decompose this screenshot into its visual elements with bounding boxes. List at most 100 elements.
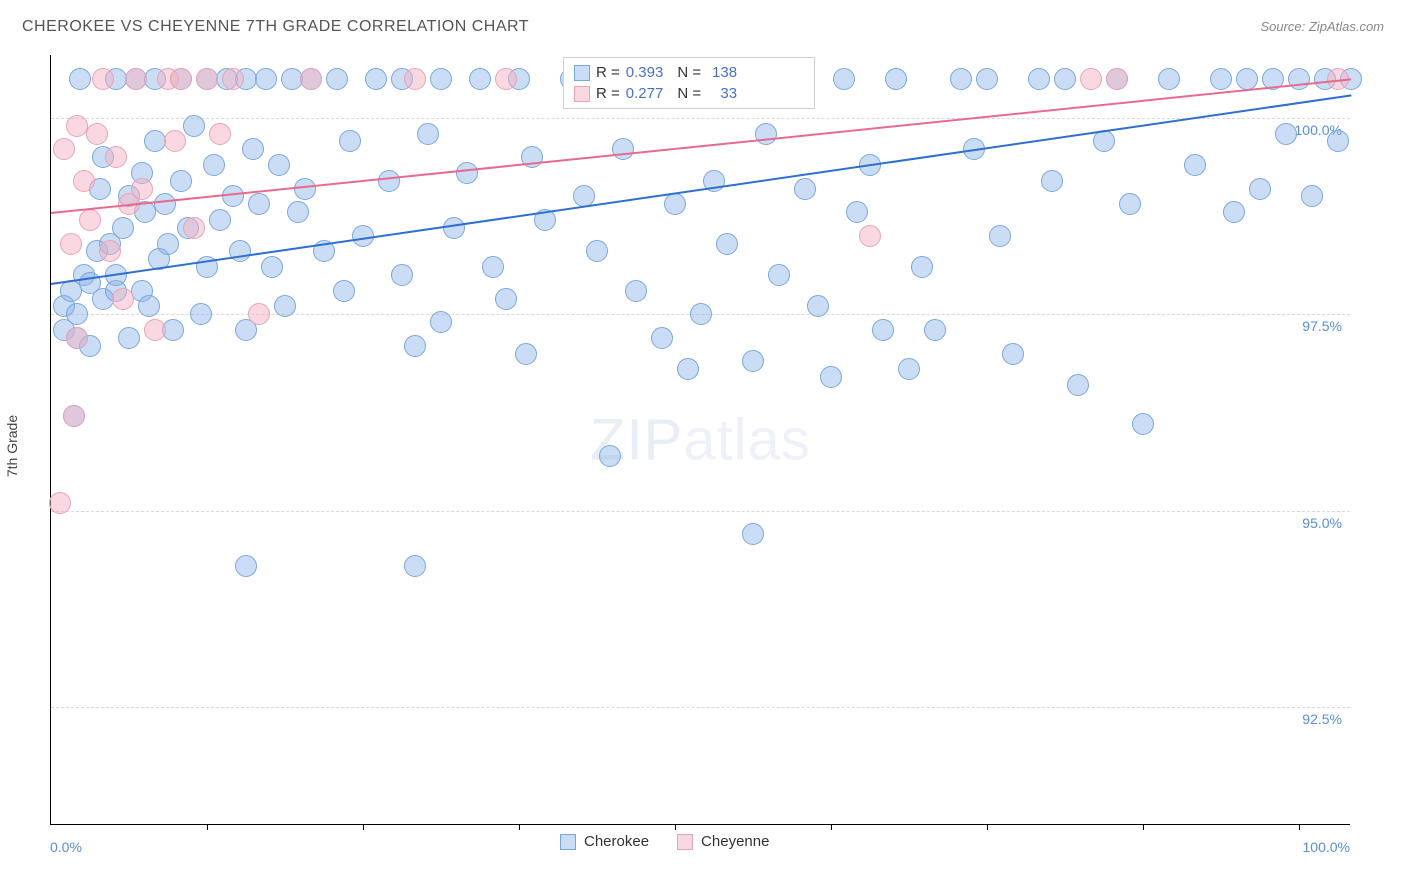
data-point [235,555,257,577]
x-axis-min-label: 0.0% [50,839,82,855]
source-label: Source: ZipAtlas.com [1260,19,1384,34]
data-point [495,68,517,90]
data-point [989,225,1011,247]
data-point [885,68,907,90]
stat-n-value: 138 [707,64,737,81]
data-point [125,68,147,90]
data-point [742,350,764,372]
y-axis-label: 7th Grade [4,415,20,477]
data-point [261,256,283,278]
plot-container: ZIPatlas 100.0%97.5%95.0%92.5%R =0.393N … [50,55,1350,825]
stat-label: R = [596,85,620,102]
data-point [378,170,400,192]
stat-n-value: 33 [707,85,737,102]
data-point [105,146,127,168]
x-tick [675,824,676,830]
data-point [183,217,205,239]
data-point [1275,123,1297,145]
data-point [417,123,439,145]
gridline [51,707,1350,708]
chart-title: CHEROKEE VS CHEYENNE 7TH GRADE CORRELATI… [22,18,529,36]
data-point [443,217,465,239]
data-point [495,288,517,310]
data-point [287,201,309,223]
data-point [924,319,946,341]
data-point [430,311,452,333]
data-point [456,162,478,184]
data-point [69,68,91,90]
data-point [625,280,647,302]
legend-swatch [574,86,590,102]
data-point [60,233,82,255]
data-point [86,123,108,145]
legend-swatch [677,834,693,850]
y-tick-label: 95.0% [1302,515,1342,531]
data-point [242,138,264,160]
data-point [248,303,270,325]
x-tick [1143,824,1144,830]
data-point [164,130,186,152]
data-point [157,233,179,255]
data-point [482,256,504,278]
plot-area: ZIPatlas 100.0%97.5%95.0%92.5%R =0.393N … [50,55,1350,825]
data-point [79,209,101,231]
trend-line [51,94,1351,285]
data-point [1119,193,1141,215]
data-point [170,170,192,192]
legend-label: Cherokee [584,833,649,850]
gridline [51,118,1350,119]
legend-item: Cheyenne [677,833,769,850]
data-point [66,327,88,349]
data-point [222,185,244,207]
data-point [515,343,537,365]
legend-label: Cheyenne [701,833,769,850]
data-point [846,201,868,223]
data-point [1002,343,1024,365]
data-point [1236,68,1258,90]
data-point [599,445,621,467]
x-tick [987,824,988,830]
data-point [391,264,413,286]
data-point [1327,130,1349,152]
watermark: ZIPatlas [590,406,811,473]
data-point [586,240,608,262]
data-point [99,240,121,262]
data-point [170,68,192,90]
data-point [404,335,426,357]
data-point [1080,68,1102,90]
data-point [742,523,764,545]
data-point [430,68,452,90]
data-point [131,178,153,200]
data-point [612,138,634,160]
legend: Cherokee Cheyenne [560,833,769,850]
data-point [209,123,231,145]
data-point [404,68,426,90]
data-point [209,209,231,231]
data-point [807,295,829,317]
data-point [63,405,85,427]
data-point [365,68,387,90]
data-point [859,225,881,247]
legend-swatch [560,834,576,850]
data-point [255,68,277,90]
y-tick-label: 97.5% [1302,318,1342,334]
x-tick [363,824,364,830]
data-point [118,327,140,349]
data-point [112,217,134,239]
stat-label: N = [677,64,701,81]
data-point [716,233,738,255]
chart-header: CHEROKEE VS CHEYENNE 7TH GRADE CORRELATI… [22,18,1384,36]
data-point [1106,68,1128,90]
data-point [820,366,842,388]
data-point [203,154,225,176]
data-point [404,555,426,577]
data-point [222,68,244,90]
data-point [268,154,290,176]
x-axis-max-label: 100.0% [1303,839,1350,855]
data-point [1249,178,1271,200]
data-point [1210,68,1232,90]
stat-r-value: 0.277 [626,85,664,102]
data-point [1093,130,1115,152]
data-point [53,138,75,160]
data-point [1301,185,1323,207]
